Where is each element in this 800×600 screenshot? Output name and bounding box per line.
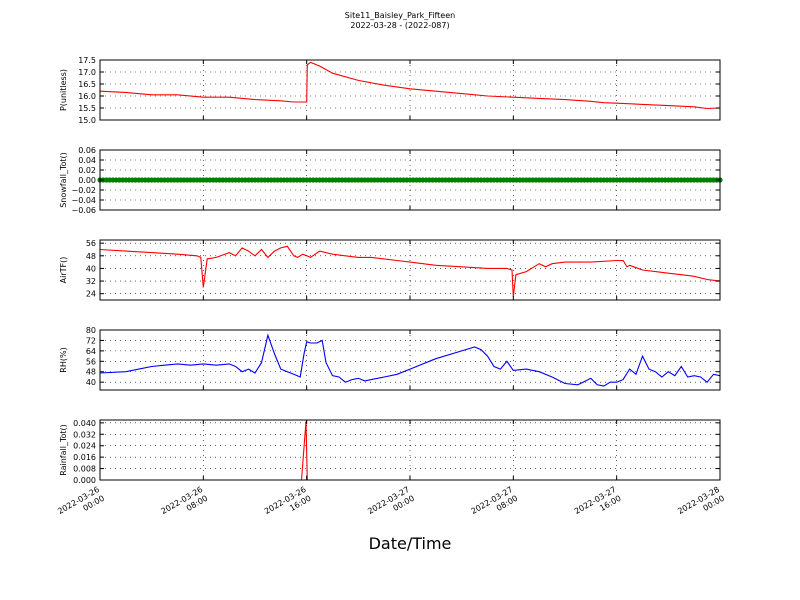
y-axis-label: Snowfall_Tot() [59, 152, 68, 208]
y-axis-label: RH(%) [59, 347, 68, 372]
x-tick-label: 2022-03-2700:00 [366, 485, 416, 525]
y-tick-label: 17.5 [78, 56, 96, 65]
y-axis-label: P(unitless) [59, 69, 68, 111]
x-tick-label: 2022-03-2800:00 [676, 485, 726, 525]
y-tick-label: 16.5 [78, 80, 96, 89]
x-tick-label: 2022-03-2608:00 [160, 485, 210, 525]
y-tick-label: 16.0 [78, 92, 96, 101]
y-tick-label: −0.02 [71, 186, 96, 195]
chart-title: Site11_Baisley_Park_Fifteen [344, 11, 456, 20]
y-tick-label: 0.016 [73, 453, 96, 462]
x-tick-labels: 2022-03-2600:00 2022-03-2608:00 2022-03-26… [56, 485, 726, 525]
y-tick-label: 0.00 [78, 176, 96, 185]
y-tick-label: 0.032 [73, 430, 96, 439]
y-tick-label: 40 [86, 378, 96, 387]
y-tick-label: 56 [86, 239, 96, 248]
y-tick-label: 48 [86, 252, 96, 261]
y-tick-label: 40 [86, 264, 96, 273]
subplot-2: −0.06−0.04−0.020.000.020.040.06 Snowfall_… [59, 146, 723, 215]
series-line [99, 333, 721, 387]
x-tick-label: 2022-03-2708:00 [470, 485, 520, 525]
y-tick-label: 24 [86, 290, 96, 299]
x-tick-label: 2022-03-2600:00 [56, 485, 106, 525]
series-line [99, 245, 721, 297]
y-tick-label: 0.06 [78, 146, 96, 155]
subplot-5: 0.000 0.008 0.016 0.024 0.032 0.040 Rainfall_T… [59, 419, 721, 485]
y-tick-label: 56 [86, 357, 96, 366]
x-tick-label: 2022-03-2616:00 [263, 485, 313, 525]
subplot-3: 24 32 40 48 56 AirTF() [59, 239, 721, 301]
x-axis-label: Date/Time [368, 534, 452, 553]
y-tick-label: 72 [86, 336, 96, 345]
x-tick-label: 2022-03-2716:00 [573, 485, 623, 525]
y-tick-label: 15.5 [78, 104, 96, 113]
y-tick-label: 0.040 [73, 419, 96, 428]
y-tick-label: 15.0 [78, 116, 96, 125]
y-tick-label: 80 [86, 326, 96, 335]
y-tick-label: 0.000 [73, 476, 96, 485]
y-tick-label: 32 [86, 277, 96, 286]
y-axis-label: Rainfall_Tot() [59, 424, 68, 476]
y-tick-label: −0.06 [71, 206, 96, 215]
y-tick-label: 0.024 [73, 442, 96, 451]
series-line [99, 61, 721, 110]
y-tick-label: 17.0 [78, 68, 96, 77]
y-tick-label: 64 [86, 347, 96, 356]
y-tick-label: −0.04 [71, 196, 96, 205]
subplot-1: 15.0 15.5 16.0 16.5 17.0 17.5 P(unitless) [59, 56, 721, 125]
chart-subtitle: 2022-03-28 - (2022-087) [350, 21, 450, 30]
y-tick-label: 0.008 [73, 465, 96, 474]
y-tick-label: 48 [86, 368, 96, 377]
y-axis-label: AirTF() [59, 257, 68, 284]
y-tick-label: 0.04 [78, 156, 96, 165]
y-tick-label: 0.02 [78, 166, 96, 175]
